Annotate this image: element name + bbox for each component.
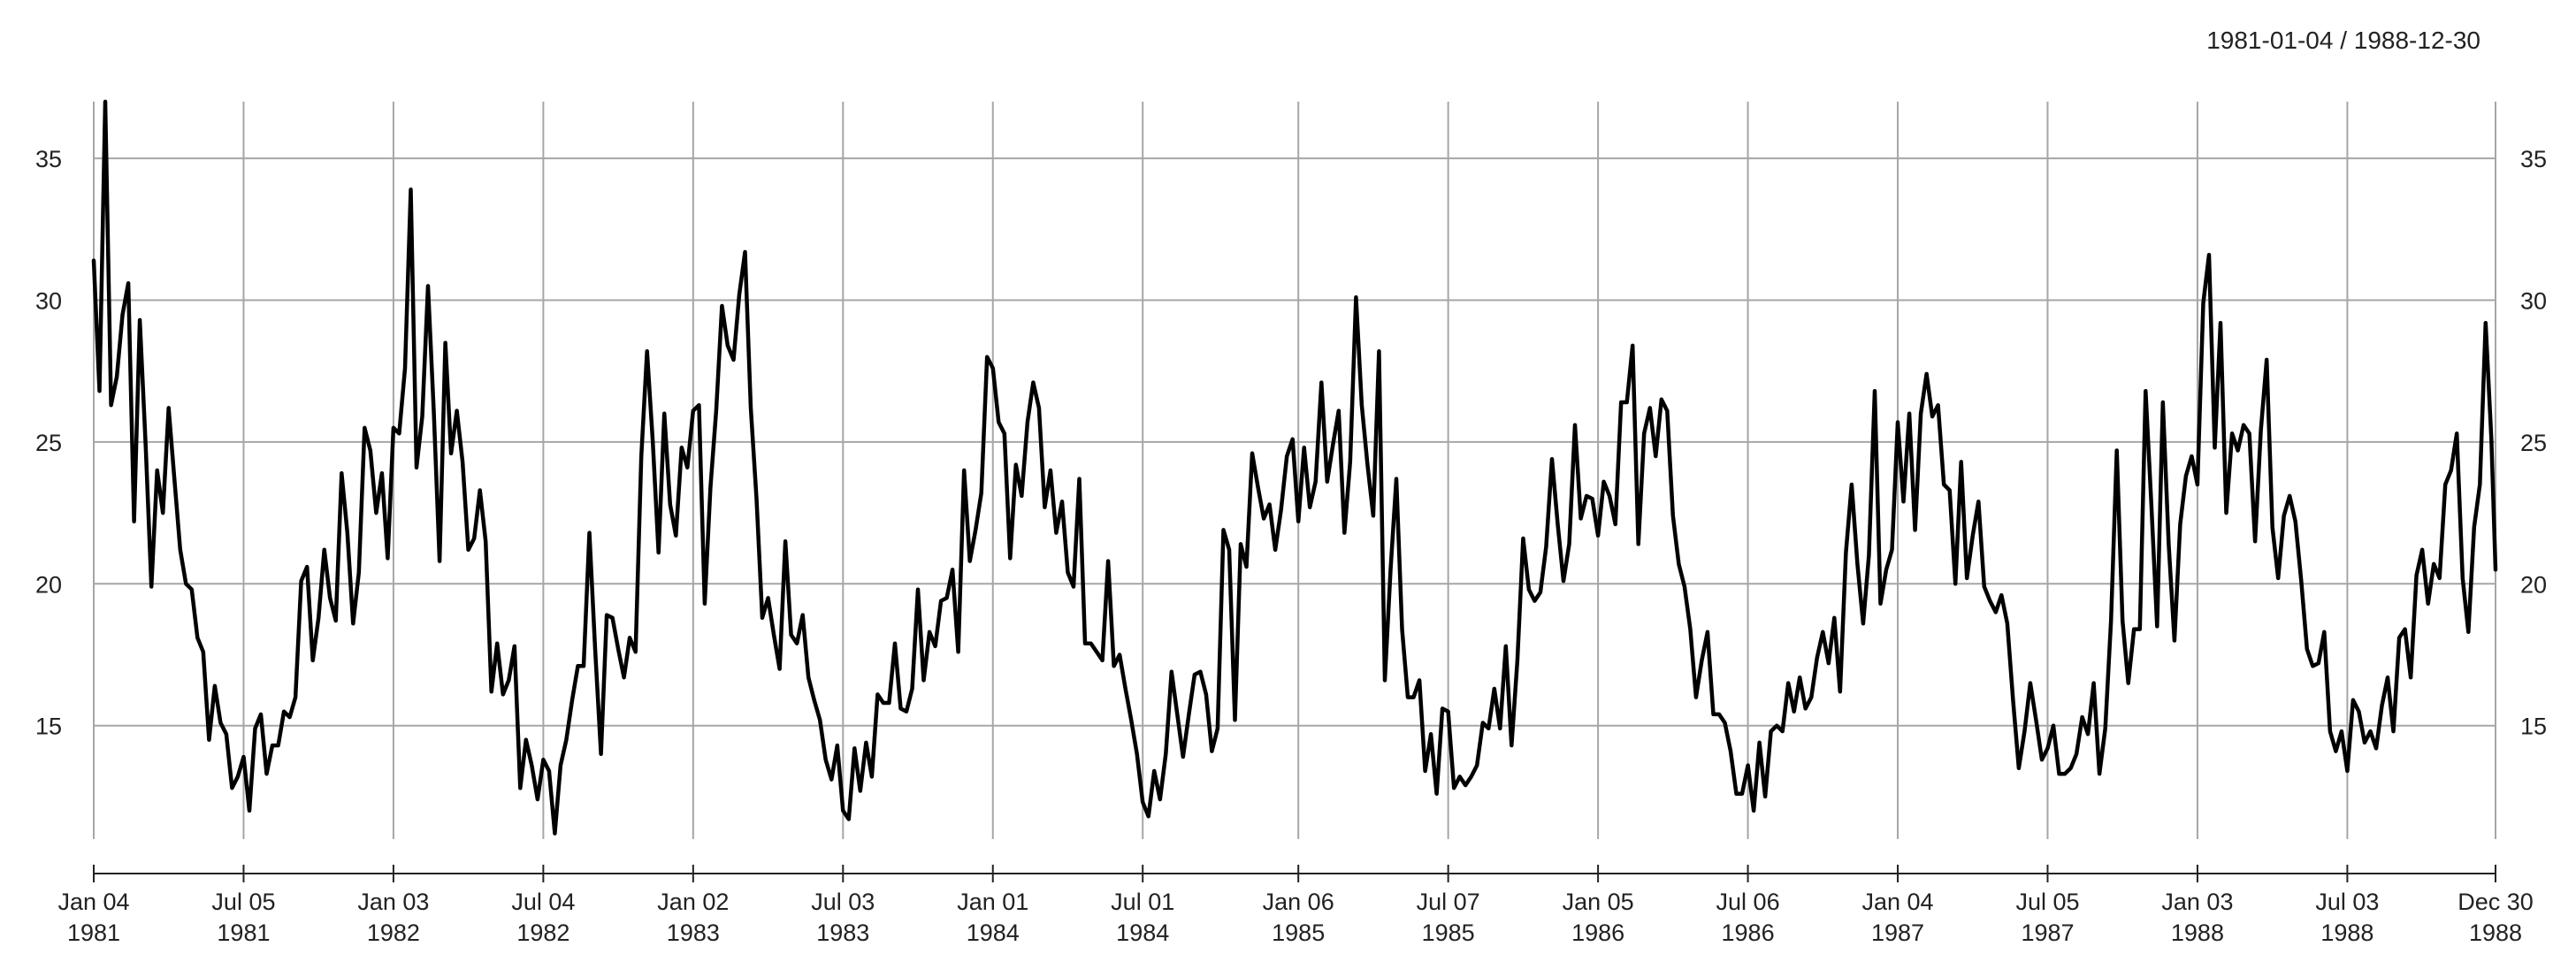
x-tick-label-year: 1983 — [667, 920, 720, 946]
x-tick-label: Jan 02 — [657, 889, 729, 915]
y-tick-label-right: 35 — [2520, 146, 2547, 172]
y-tick-label-left: 25 — [35, 430, 62, 456]
x-tick-label: Jan 03 — [2161, 889, 2233, 915]
x-tick-label: Jul 03 — [2315, 889, 2379, 915]
chart-title: 1981-01-04 / 1988-12-30 — [2206, 27, 2480, 54]
x-tick-label: Jan 06 — [1263, 889, 1334, 915]
y-tick-label-left: 15 — [35, 714, 62, 740]
x-tick-label: Jul 01 — [1111, 889, 1174, 915]
x-tick-label: Jul 03 — [811, 889, 875, 915]
x-tick-label-year: 1981 — [217, 920, 270, 946]
x-tick-label: Jan 01 — [957, 889, 1028, 915]
x-tick-label-year: 1985 — [1422, 920, 1475, 946]
x-tick-label-year: 1982 — [367, 920, 420, 946]
x-tick-label-year: 1987 — [2021, 920, 2074, 946]
axes: 15 15 20 20 25 25 30 30 35 35 Jan 04 1981 Jul 05 1981… — [35, 146, 2547, 946]
x-tick-label: Jan 03 — [357, 889, 429, 915]
x-tick-label: Jan 05 — [1563, 889, 1634, 915]
x-tick-label: Jul 05 — [211, 889, 275, 915]
x-tick-label-year: 1984 — [967, 920, 1020, 946]
y-tick-label-left: 30 — [35, 288, 62, 315]
x-tick-label-year: 1987 — [1871, 920, 1924, 946]
x-tick-label: Dec 30 — [2458, 889, 2534, 915]
series-line — [91, 99, 2498, 836]
x-tick-label-year: 1981 — [67, 920, 120, 946]
x-tick-label: Jan 04 — [57, 889, 129, 915]
x-tick-label-year: 1988 — [2171, 920, 2224, 946]
x-tick-label: Jul 05 — [2015, 889, 2079, 915]
y-tick-label-right: 25 — [2520, 430, 2547, 456]
x-tick-label: Jul 07 — [1417, 889, 1480, 915]
y-tick-label-right: 20 — [2520, 571, 2547, 598]
x-tick-label-year: 1986 — [1571, 920, 1624, 946]
y-tick-label-left: 35 — [35, 146, 62, 172]
y-tick-label-left: 20 — [35, 571, 62, 598]
x-tick-label-year: 1984 — [1116, 920, 1169, 946]
x-tick-label-year: 1986 — [1722, 920, 1775, 946]
x-tick-label-year: 1988 — [2320, 920, 2373, 946]
grid — [93, 102, 2496, 839]
x-tick-label-year: 1983 — [816, 920, 869, 946]
y-tick-label-right: 30 — [2520, 288, 2547, 315]
x-tick-label: Jul 04 — [511, 889, 575, 915]
x-tick-label-year: 1988 — [2469, 920, 2522, 946]
x-tick-label: Jan 04 — [1861, 889, 1933, 915]
y-tick-label-right: 15 — [2520, 714, 2547, 740]
x-tick-label-year: 1985 — [1272, 920, 1325, 946]
x-tick-label-year: 1982 — [516, 920, 569, 946]
x-tick-label: Jul 06 — [1716, 889, 1780, 915]
